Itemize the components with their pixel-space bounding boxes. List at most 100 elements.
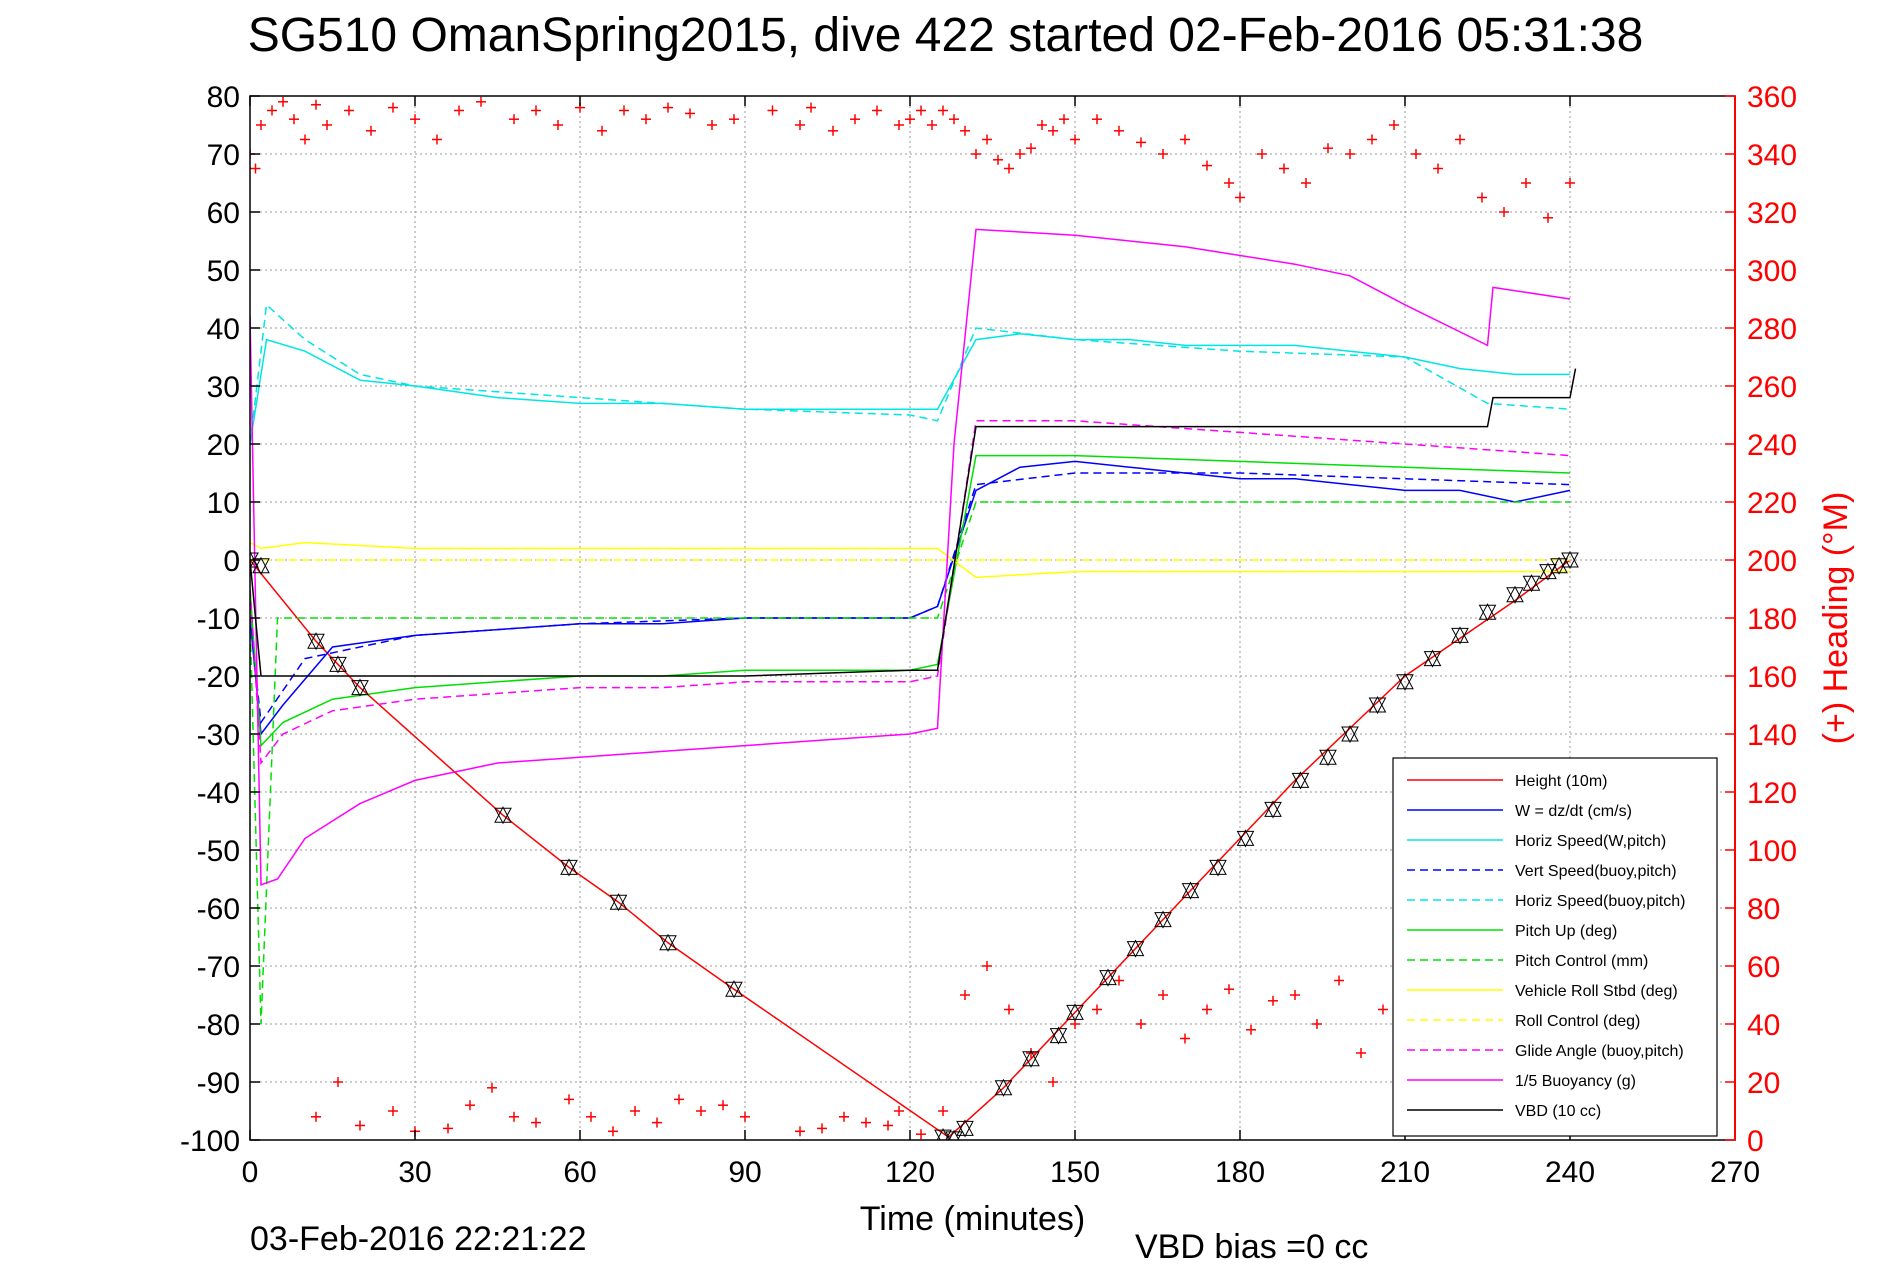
depth-marker — [307, 632, 325, 651]
heading-marker — [1312, 1019, 1322, 1029]
heading-marker — [795, 1126, 805, 1137]
heading-marker — [740, 1111, 750, 1122]
heading-marker — [1257, 149, 1267, 159]
heading-marker — [1114, 975, 1124, 986]
legend-entry: Height (10m) — [1515, 773, 1607, 790]
depth-marker — [252, 556, 270, 575]
y-tick-label: 50 — [207, 255, 240, 288]
heading-marker — [1279, 163, 1289, 174]
heading-marker — [1136, 137, 1146, 148]
heading-marker — [1356, 1048, 1366, 1058]
heading-marker — [311, 99, 321, 110]
footer-timestamp: 03-Feb-2016 22:21:22 — [250, 1220, 587, 1258]
heading-marker — [1367, 134, 1377, 145]
legend-entry: Vert Speed(buoy,pitch) — [1515, 863, 1677, 880]
heading-marker — [1378, 1004, 1388, 1015]
legend-box — [1392, 757, 1718, 1137]
series-line-4 — [250, 303, 1571, 445]
heading-marker — [1411, 149, 1421, 159]
heading-marker — [1224, 984, 1234, 995]
depth-marker — [1396, 672, 1414, 691]
heading-marker — [1543, 212, 1553, 223]
x-tick-label: 90 — [728, 1156, 761, 1189]
y2-tick-label: 60 — [1747, 951, 1780, 984]
y2-tick-label: 280 — [1747, 313, 1797, 346]
x-tick-label: 180 — [1215, 1156, 1265, 1189]
y-tick-label: -70 — [197, 951, 240, 984]
depth-marker — [1099, 968, 1117, 987]
y2-tick-label: 140 — [1747, 719, 1797, 752]
x-tick-label: 60 — [563, 1156, 596, 1189]
x-tick-label: 210 — [1380, 1156, 1430, 1189]
heading-marker — [564, 1094, 574, 1105]
heading-marker — [828, 125, 838, 136]
heading-marker — [608, 1126, 618, 1137]
legend-entry: Pitch Control (mm) — [1515, 953, 1648, 970]
heading-marker — [894, 120, 904, 130]
heading-marker — [619, 105, 629, 116]
series-line-6 — [250, 501, 1570, 1025]
heading-marker — [938, 1106, 948, 1116]
heading-marker — [454, 105, 464, 116]
heading-marker — [894, 1106, 904, 1116]
y2-tick-label: 260 — [1747, 371, 1797, 404]
depth-marker — [1022, 1049, 1040, 1068]
depth-marker — [1506, 585, 1524, 604]
heading-marker — [1004, 1004, 1014, 1015]
depth-marker — [934, 1128, 952, 1140]
depth-marker — [1478, 603, 1497, 622]
heading-marker — [1521, 178, 1531, 188]
heading-marker — [916, 105, 926, 116]
heading-marker — [938, 105, 948, 116]
heading-marker — [696, 1106, 706, 1116]
depth-marker — [1451, 626, 1469, 645]
x-tick-label: 120 — [885, 1156, 935, 1189]
heading-marker — [1026, 143, 1036, 154]
heading-marker — [1246, 1024, 1256, 1035]
heading-marker — [982, 961, 992, 971]
heading-marker — [971, 149, 981, 159]
heading-marker — [1158, 990, 1168, 1000]
heading-marker — [663, 102, 673, 113]
series-line-9 — [250, 420, 1571, 766]
y-tick-label: -60 — [197, 893, 240, 926]
heading-marker — [1070, 134, 1080, 145]
heading-marker — [1301, 178, 1311, 188]
y2-tick-label: 240 — [1747, 429, 1797, 462]
heading-marker — [641, 114, 651, 125]
axes-layer: 0 30 60 90 120 150 180 210 240 270 80 70 60 50 40 30 20 1… — [180, 81, 1797, 1189]
legend-entry: Glide Angle (buoy,pitch) — [1515, 1043, 1684, 1060]
heading-marker — [1499, 207, 1509, 217]
depth-marker — [956, 1119, 974, 1138]
heading-marker — [1477, 192, 1487, 203]
y-tick-label: -10 — [197, 603, 240, 636]
depth-marker — [1126, 939, 1145, 958]
heading-marker — [960, 125, 970, 136]
x-tick-label: 150 — [1050, 1156, 1100, 1189]
series-layer — [250, 96, 1581, 1140]
depth-marker — [1368, 695, 1387, 715]
depth-marker — [560, 858, 578, 877]
heading-marker — [366, 125, 376, 136]
heading-marker — [1389, 120, 1399, 130]
heading-marker — [729, 114, 739, 125]
heading-marker — [1224, 178, 1234, 188]
heading-marker — [861, 1117, 871, 1128]
series-line-5 — [250, 454, 1571, 748]
y2-tick-label: 200 — [1747, 545, 1797, 578]
legend-entry: W = dz/dt (cm/s) — [1515, 803, 1632, 820]
y2-tick-label: 340 — [1747, 139, 1797, 172]
legend-entry: Pitch Up (deg) — [1515, 923, 1617, 940]
y2-tick-label: 120 — [1747, 777, 1797, 810]
y-tick-label: 60 — [207, 197, 240, 230]
heading-marker — [883, 1120, 893, 1131]
heading-marker — [960, 990, 970, 1000]
y-tick-label: -40 — [197, 777, 240, 810]
footer-vbd-bias: VBD bias =0 cc — [1135, 1228, 1369, 1266]
heading-marker — [344, 105, 354, 116]
heading-marker — [982, 134, 992, 145]
heading-marker — [1048, 1077, 1058, 1087]
series-line-10 — [250, 228, 1571, 886]
series-line-11 — [250, 368, 1577, 677]
